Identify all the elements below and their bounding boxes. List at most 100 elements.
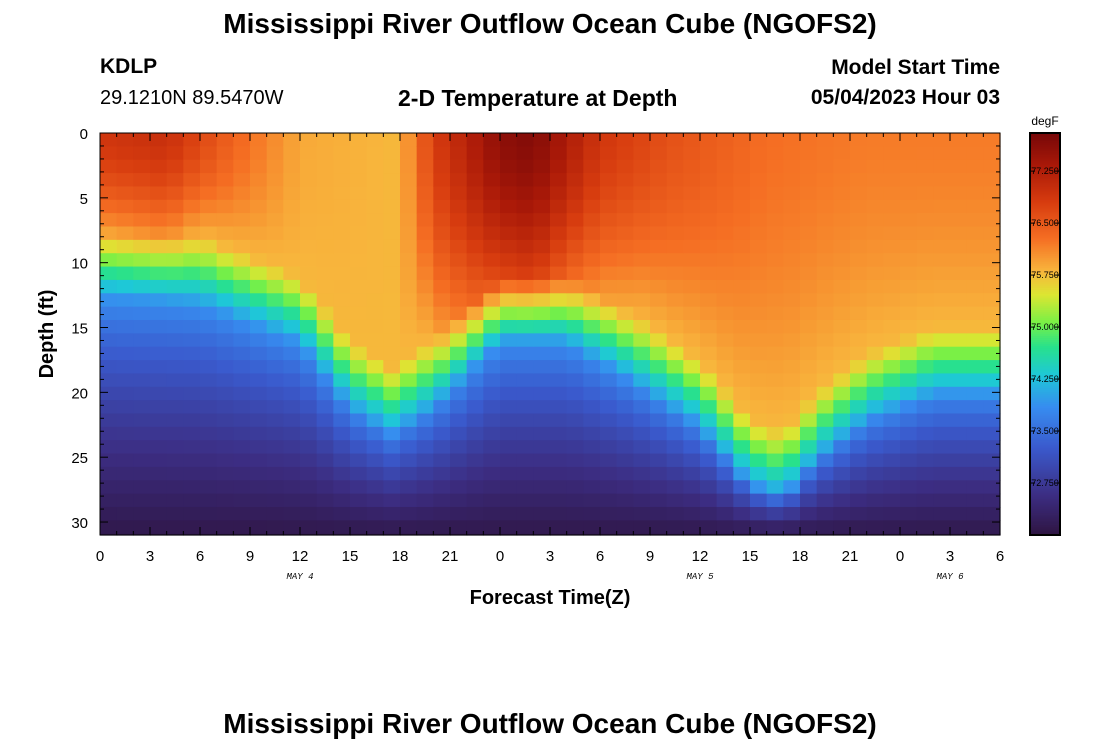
heatmap-cell: [283, 453, 301, 468]
heatmap-cell: [300, 453, 318, 468]
heatmap-cell: [750, 493, 768, 508]
heatmap-cell: [333, 186, 351, 201]
heatmap-cell: [600, 426, 618, 441]
colorbar-swatch: [1030, 331, 1060, 335]
heatmap-cell: [433, 453, 451, 468]
heatmap-cell: [350, 493, 368, 508]
heatmap-cell: [616, 293, 634, 308]
heatmap-cell: [483, 506, 501, 521]
heatmap-cell: [550, 400, 568, 415]
heatmap-cell: [283, 440, 301, 455]
heatmap-cell: [750, 186, 768, 201]
heatmap-cell: [616, 386, 634, 401]
colorbar-swatch: [1030, 456, 1060, 460]
heatmap-cell: [183, 199, 201, 214]
heatmap-cell: [950, 506, 968, 521]
heatmap-cell: [850, 239, 868, 254]
heatmap-cell: [350, 306, 368, 321]
heatmap-cell: [183, 386, 201, 401]
colorbar-swatch: [1030, 239, 1060, 243]
colorbar-swatch: [1030, 334, 1060, 337]
heatmap-cell: [683, 506, 701, 521]
heatmap-cell: [350, 146, 368, 161]
heatmap-cell: [583, 386, 601, 401]
heatmap-cell: [966, 226, 984, 241]
heatmap-cell: [516, 333, 534, 348]
colorbar-swatch: [1030, 323, 1060, 327]
heatmap-cell: [716, 319, 734, 334]
colorbar-swatch: [1030, 193, 1060, 196]
heatmap-cell: [316, 279, 334, 294]
heatmap-cell: [466, 159, 484, 174]
heatmap-cell: [983, 186, 1001, 201]
heatmap-cell: [133, 520, 151, 535]
x-tick-label: 3: [146, 548, 154, 565]
heatmap-cell: [816, 293, 834, 308]
heatmap-cell: [250, 453, 268, 468]
heatmap-cell: [850, 173, 868, 188]
heatmap-cell: [483, 319, 501, 334]
heatmap-cell: [866, 520, 884, 535]
heatmap-cell: [850, 413, 868, 428]
heatmap-cell: [883, 413, 901, 428]
colorbar-swatch: [1030, 340, 1060, 343]
colorbar-swatch: [1030, 508, 1060, 512]
heatmap-cell: [433, 319, 451, 334]
heatmap-cell: [916, 146, 934, 161]
heatmap-cell: [983, 440, 1001, 455]
heatmap-cell: [850, 146, 868, 161]
heatmap-cell: [316, 239, 334, 254]
heatmap-cell: [116, 506, 134, 521]
heatmap-cell: [966, 239, 984, 254]
heatmap-cell: [966, 360, 984, 375]
heatmap-cell: [533, 480, 551, 495]
heatmap-cell: [216, 466, 234, 481]
heatmap-cell: [833, 253, 851, 268]
heatmap-cell: [883, 293, 901, 308]
heatmap-cell: [200, 266, 218, 281]
heatmap-cell: [766, 186, 784, 201]
heatmap-cell: [800, 346, 818, 361]
colorbar-swatch: [1030, 490, 1060, 494]
heatmap-cell: [683, 133, 701, 147]
heatmap-cell: [216, 279, 234, 294]
heatmap-cell: [266, 466, 284, 481]
heatmap-cell: [783, 159, 801, 174]
heatmap-cell: [366, 213, 384, 228]
heatmap-cell: [250, 319, 268, 334]
heatmap-cell: [366, 386, 384, 401]
heatmap-cell: [966, 480, 984, 495]
heatmap-cell: [966, 386, 984, 401]
heatmap-cell: [966, 400, 984, 415]
heatmap-cell: [950, 146, 968, 161]
colorbar-swatch: [1030, 317, 1060, 321]
heatmap-cell: [600, 159, 618, 174]
heatmap-cell: [866, 333, 884, 348]
colorbar-swatch: [1030, 265, 1060, 269]
heatmap-cell: [600, 186, 618, 201]
heatmap-cell: [333, 253, 351, 268]
heatmap-cell: [666, 480, 684, 495]
heatmap-cell: [616, 506, 634, 521]
heatmap-cell: [116, 226, 134, 241]
heatmap-cell: [400, 239, 418, 254]
heatmap-cell: [250, 400, 268, 415]
heatmap-cell: [933, 199, 951, 214]
heatmap-cell: [566, 293, 584, 308]
heatmap-cell: [733, 319, 751, 334]
heatmap-cell: [166, 266, 184, 281]
heatmap-cell: [333, 226, 351, 241]
heatmap-cell: [400, 346, 418, 361]
heatmap-cell: [966, 346, 984, 361]
heatmap-cell: [366, 466, 384, 481]
heatmap-cell: [133, 466, 151, 481]
heatmap-cell: [283, 253, 301, 268]
heatmap-cell: [966, 146, 984, 161]
heatmap-cell: [416, 173, 434, 188]
heatmap-cell: [383, 333, 401, 348]
heatmap-cell: [716, 413, 734, 428]
heatmap-cell: [866, 226, 884, 241]
heatmap-cell: [500, 440, 518, 455]
heatmap-cell: [766, 413, 784, 428]
heatmap-cell: [850, 386, 868, 401]
